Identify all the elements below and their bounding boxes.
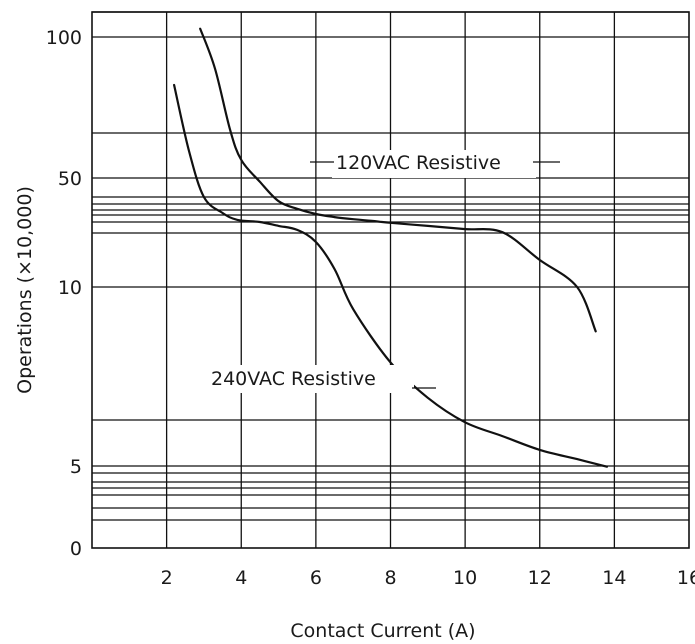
y-tick-label: 0 xyxy=(70,538,82,560)
series-label-120vac: 120VAC Resistive xyxy=(310,150,560,178)
grid-layer xyxy=(92,11,689,548)
y-axis-title: Operations (×10,000) xyxy=(14,186,36,394)
series-label-240vac: 240VAC Resistive xyxy=(208,365,436,393)
x-tick-label: 6 xyxy=(310,567,322,589)
y-tick-label: 50 xyxy=(58,168,82,190)
y-tick-label: 10 xyxy=(58,277,82,299)
x-tick-label: 16 xyxy=(677,567,695,589)
series-label-240vac-text: 240VAC Resistive xyxy=(211,368,376,390)
series-line-120vac xyxy=(199,27,597,333)
x-tick-label: 12 xyxy=(528,567,552,589)
y-tick-label: 100 xyxy=(46,27,82,49)
x-axis-title: Contact Current (A) xyxy=(290,620,475,642)
curve-layer xyxy=(173,27,608,468)
plot-frame xyxy=(91,11,690,549)
series-line-240vac xyxy=(173,83,608,468)
x-tick-label: 10 xyxy=(453,567,477,589)
series-label-120vac-text: 120VAC Resistive xyxy=(336,152,501,174)
y-tick-label: 5 xyxy=(70,456,82,478)
x-tick-label: 2 xyxy=(161,567,173,589)
x-tick-label: 4 xyxy=(235,567,247,589)
x-tick-label: 8 xyxy=(384,567,396,589)
tick-label-layer: 246810121416100501050 xyxy=(46,27,695,589)
x-tick-label: 14 xyxy=(602,567,626,589)
